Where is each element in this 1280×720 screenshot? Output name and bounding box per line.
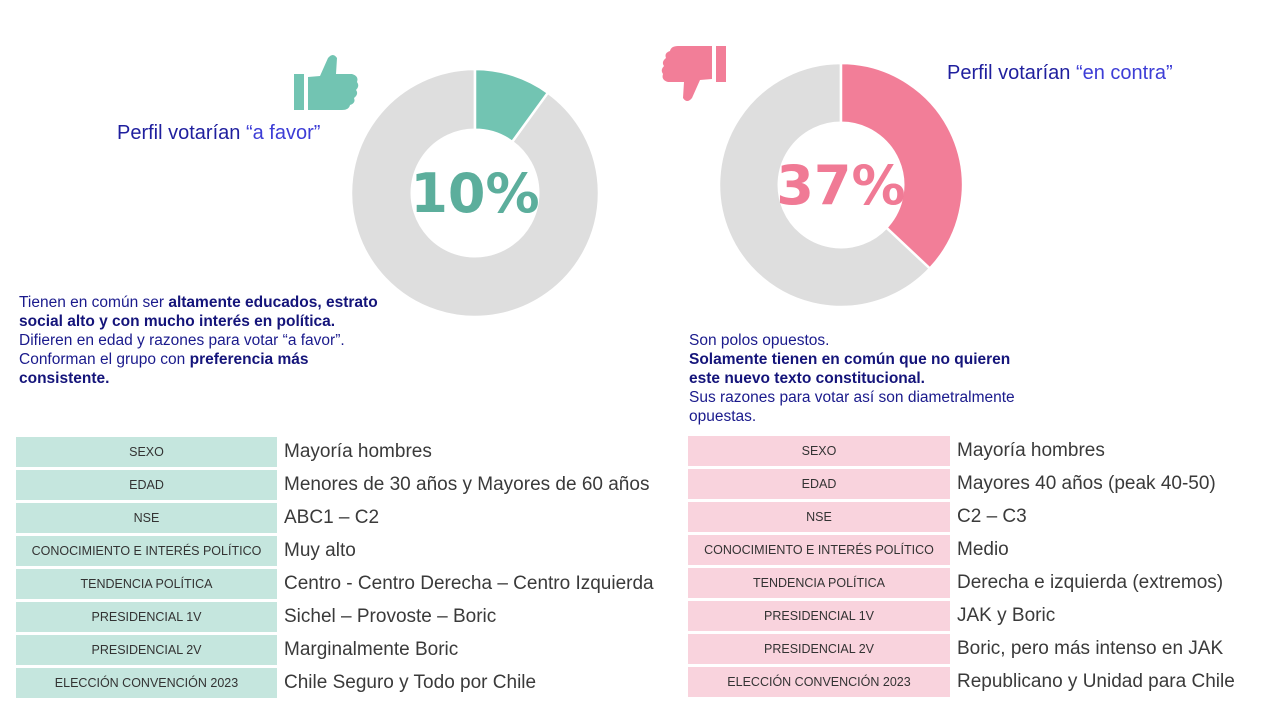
favor-profile-table: SEXO Mayoría hombres EDAD Menores de 30 añ… [16,434,684,701]
favor-desc-text-2: Difieren en edad y razones para votar “a… [19,332,345,349]
row-value: Muy alto [284,540,356,561]
row-label: EDAD [688,469,950,499]
row-label: PRESIDENCIAL 1V [688,601,950,631]
table-row: CONOCIMIENTO E INTERÉS POLÍTICO Medio [688,535,1267,565]
contra-donut-value-slice [839,62,964,271]
row-label: TENDENCIA POLÍTICA [688,568,950,598]
table-row: TENDENCIA POLÍTICA Centro - Centro Derech… [16,569,684,599]
row-label: NSE [16,503,277,533]
favor-donut-rest-slice [350,68,600,318]
row-value: Derecha e izquierda (extremos) [957,572,1224,593]
contra-title: Perfil votarían “en contra” [947,62,1173,85]
table-row: NSE ABC1 – C2 [16,503,684,533]
favor-percent-label: 10% [410,162,539,225]
row-value: Marginalmente Boric [284,639,459,660]
contra-profile-table: SEXO Mayoría hombres EDAD Mayores 40 años … [688,433,1267,700]
table-row: EDAD Menores de 30 años y Mayores de 60 a… [16,470,684,500]
favor-donut-chart: 10% [350,68,600,318]
row-label: ELECCIÓN CONVENCIÓN 2023 [688,667,950,697]
row-value: Menores de 30 años y Mayores de 60 años [284,474,650,495]
row-value: ABC1 – C2 [284,507,380,528]
contra-title-prefix: Perfil votarían [947,62,1076,84]
row-value: C2 – C3 [957,506,1027,527]
favor-title: Perfil votarían “a favor” [117,122,320,145]
table-row: ELECCIÓN CONVENCIÓN 2023 Republicano y Un… [688,667,1267,697]
table-row: TENDENCIA POLÍTICA Derecha e izquierda (e… [688,568,1267,598]
contra-donut-rest-slice [718,62,932,308]
table-row: NSE C2 – C3 [688,502,1267,532]
row-value: Mayoría hombres [957,440,1105,461]
row-label: PRESIDENCIAL 2V [688,634,950,664]
row-label: TENDENCIA POLÍTICA [16,569,277,599]
row-value: Mayores 40 años (peak 40-50) [957,473,1216,494]
table-row: SEXO Mayoría hombres [16,437,684,467]
favor-desc-text-3: Conforman el grupo con [19,351,190,368]
row-value: Sichel – Provoste – Boric [284,606,497,627]
thumbs-down-icon [661,46,726,101]
row-label: SEXO [16,437,277,467]
favor-title-quote: “a favor” [245,122,321,144]
table-row: PRESIDENCIAL 1V JAK y Boric [688,601,1267,631]
row-value: Medio [957,539,1009,560]
contra-desc-text-1: Son polos opuestos. [689,332,830,349]
row-value: JAK y Boric [957,605,1056,626]
row-value: Mayoría hombres [284,441,432,462]
row-value: Republicano y Unidad para Chile [957,671,1235,692]
table-row: SEXO Mayoría hombres [688,436,1267,466]
contra-description: Son polos opuestos. Solamente tienen en … [689,331,1039,426]
table-row: PRESIDENCIAL 1V Sichel – Provoste – Boric [16,602,684,632]
thumbs-up-icon [294,55,359,110]
table-row: PRESIDENCIAL 2V Marginalmente Boric [16,635,684,665]
row-label: CONOCIMIENTO E INTERÉS POLÍTICO [16,536,277,566]
row-value: Boric, pero más intenso en JAK [957,638,1224,659]
table-row: CONOCIMIENTO E INTERÉS POLÍTICO Muy alto [16,536,684,566]
favor-desc-text-1: Tienen en común ser [19,294,169,311]
row-label: CONOCIMIENTO E INTERÉS POLÍTICO [688,535,950,565]
favor-desc-bold-1: altamente educados, estrato social alto … [19,294,378,330]
table-row: ELECCIÓN CONVENCIÓN 2023 Chile Seguro y T… [16,668,684,698]
row-label: NSE [688,502,950,532]
row-value: Chile Seguro y Todo por Chile [284,672,537,693]
contra-title-quote: “en contra” [1075,62,1173,84]
row-label: PRESIDENCIAL 1V [16,602,277,632]
row-label: PRESIDENCIAL 2V [16,635,277,665]
row-value: Centro - Centro Derecha – Centro Izquier… [284,573,654,594]
favor-donut-value-slice [473,68,550,144]
contra-desc-bold-1: Solamente tienen en común que no quieren… [689,351,1011,387]
favor-desc-bold-2: preferencia más consistente. [19,351,309,387]
row-label: EDAD [16,470,277,500]
row-label: ELECCIÓN CONVENCIÓN 2023 [16,668,277,698]
contra-donut-chart: 37% [718,62,964,308]
row-label: SEXO [688,436,950,466]
favor-description: Tienen en común ser altamente educados, … [19,293,384,388]
contra-desc-text-2: Sus razones para votar así son diametral… [689,389,1015,425]
favor-title-prefix: Perfil votarían [117,122,246,144]
table-row: PRESIDENCIAL 2V Boric, pero más intenso e… [688,634,1267,664]
contra-percent-label: 37% [776,154,905,217]
table-row: EDAD Mayores 40 años (peak 40-50) [688,469,1267,499]
